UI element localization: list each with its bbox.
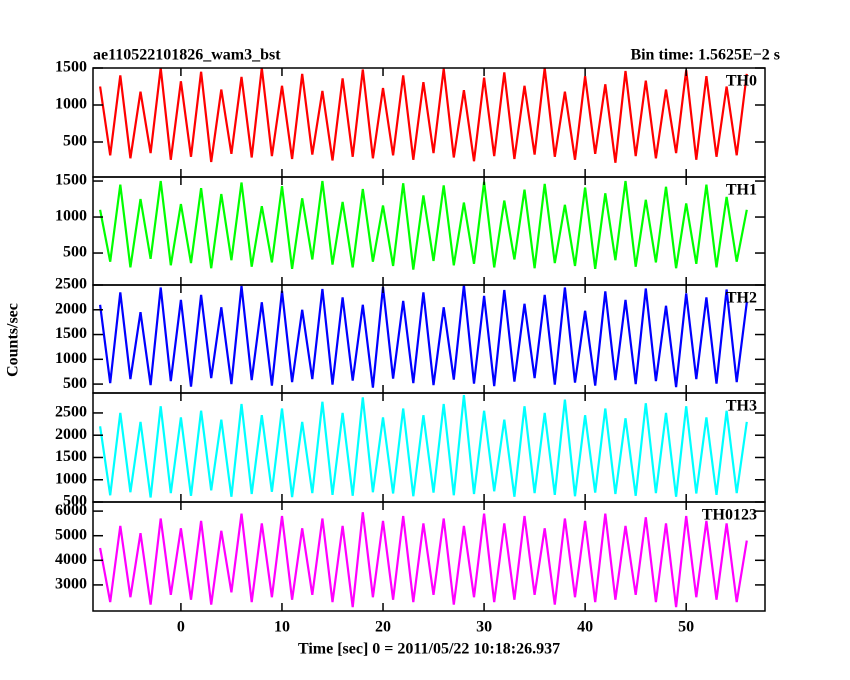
panel-label: TH3 (726, 398, 757, 415)
panel-label: TH0123 (702, 507, 757, 524)
y-tick-label: 2000 (55, 300, 87, 317)
panel-label: TH1 (726, 182, 757, 199)
x-axis-label: Time [sec] 0 = 2011/05/22 10:18:26.937 (298, 641, 560, 658)
y-axis-label: Counts/sec (5, 303, 22, 377)
y-tick-label: 1500 (55, 59, 87, 76)
chart-title: ae110522101826_wam3_bst (93, 47, 281, 64)
y-tick-label: 500 (63, 133, 87, 150)
y-tick-label: 1000 (55, 208, 87, 225)
series-line (99, 68, 748, 163)
x-tick-label: 0 (177, 619, 185, 636)
y-tick-label: 4000 (55, 551, 87, 568)
y-tick-label: 500 (63, 493, 87, 510)
x-tick-label: 30 (476, 619, 492, 636)
y-tick-label: 1000 (55, 350, 87, 367)
y-tick-label: 1500 (55, 325, 87, 342)
y-tick-label: 1500 (55, 448, 87, 465)
y-tick-label: 1000 (55, 96, 87, 113)
y-tick-label: 1000 (55, 470, 87, 487)
panel-label: TH2 (726, 290, 757, 307)
panel-frame (92, 392, 766, 503)
x-tick-label: 40 (577, 619, 593, 636)
chart-subtitle: Bin time: 1.5625E−2 s (630, 47, 780, 64)
y-tick-label: 1500 (55, 172, 87, 189)
y-tick-label: 2000 (55, 426, 87, 443)
x-tick-label: 50 (678, 619, 694, 636)
y-tick-label: 500 (63, 375, 87, 392)
y-tick-label: 500 (63, 244, 87, 261)
y-tick-label: 6000 (55, 502, 87, 519)
panel-frame (92, 501, 766, 612)
series-line (99, 180, 748, 270)
y-tick-label: 3000 (55, 576, 87, 593)
series-line (99, 512, 748, 608)
series-line (99, 394, 748, 498)
y-tick-label: 5000 (55, 526, 87, 543)
x-tick-label: 10 (274, 619, 290, 636)
series-line (99, 285, 748, 388)
y-tick-label: 2500 (55, 404, 87, 421)
y-tick-label: 2500 (55, 276, 87, 293)
panel-label: TH0 (726, 73, 757, 90)
x-tick-label: 20 (375, 619, 391, 636)
